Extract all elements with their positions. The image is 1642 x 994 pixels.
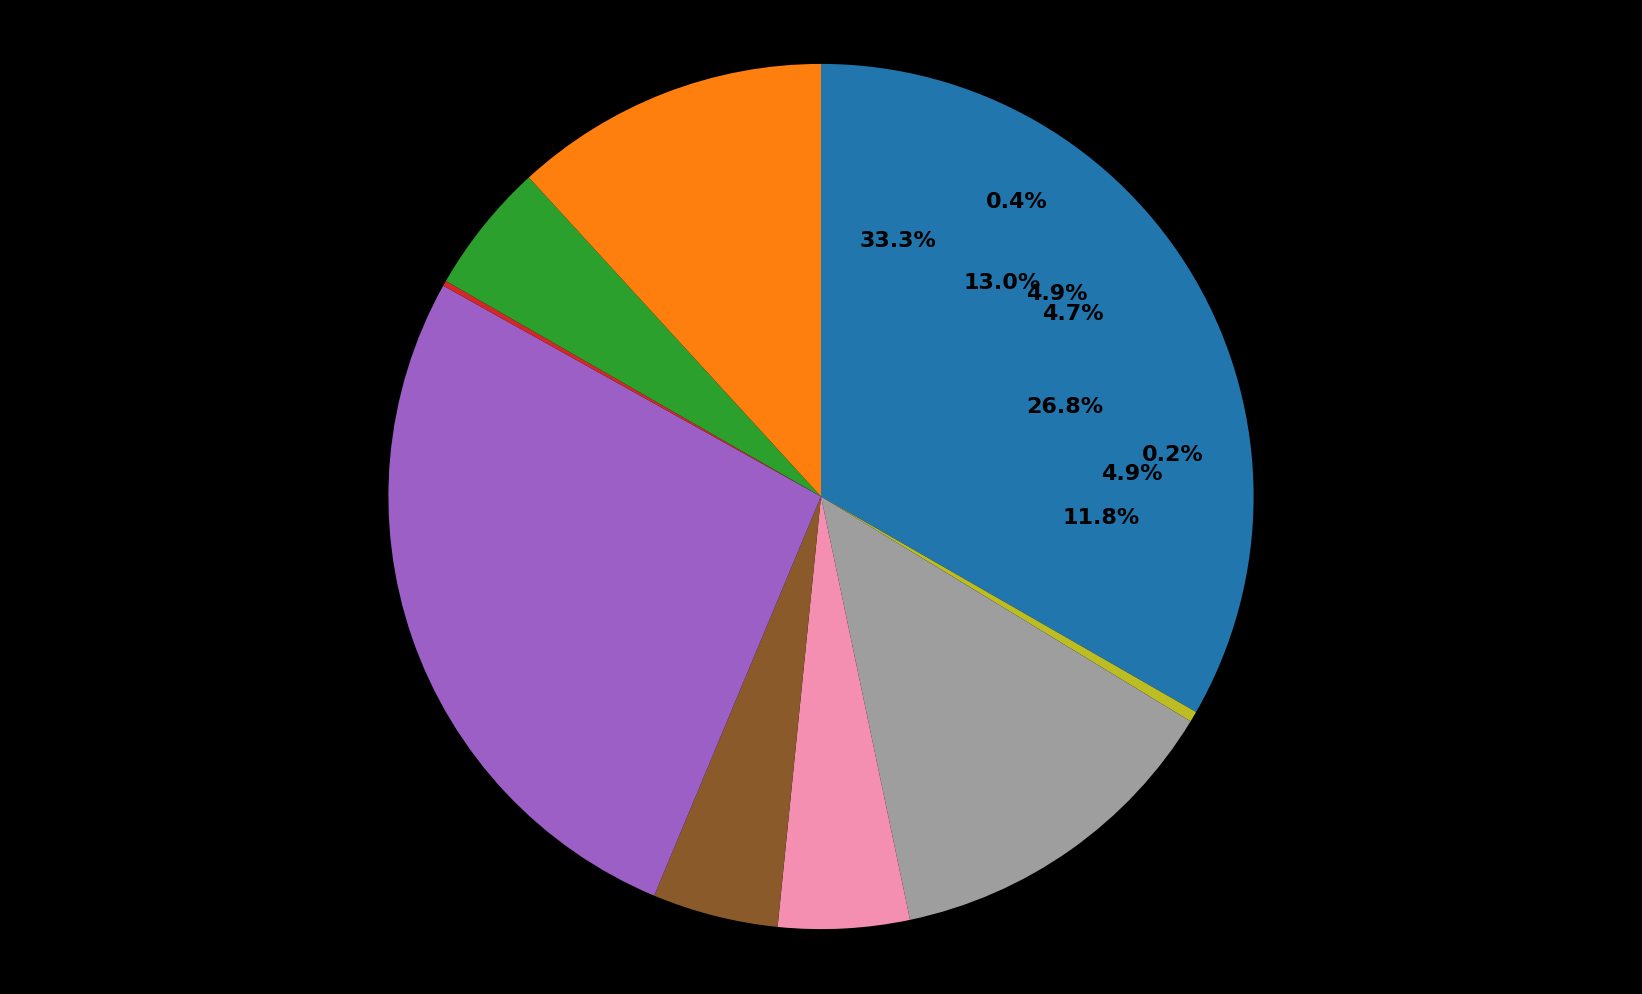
Wedge shape: [821, 497, 1195, 722]
Text: 26.8%: 26.8%: [1026, 397, 1103, 417]
Text: 13.0%: 13.0%: [964, 272, 1041, 292]
Text: 0.4%: 0.4%: [985, 192, 1048, 212]
Wedge shape: [821, 497, 1190, 919]
Wedge shape: [389, 286, 821, 896]
Text: 33.3%: 33.3%: [859, 231, 936, 250]
Wedge shape: [821, 65, 1253, 713]
Wedge shape: [654, 497, 821, 927]
Wedge shape: [529, 65, 821, 497]
Wedge shape: [778, 497, 910, 929]
Text: 4.9%: 4.9%: [1026, 283, 1087, 303]
Text: 4.9%: 4.9%: [1100, 464, 1163, 484]
Text: 4.7%: 4.7%: [1043, 304, 1103, 324]
Text: 11.8%: 11.8%: [1062, 507, 1140, 527]
Text: 0.2%: 0.2%: [1143, 445, 1204, 465]
Wedge shape: [447, 178, 821, 497]
Wedge shape: [443, 281, 821, 497]
